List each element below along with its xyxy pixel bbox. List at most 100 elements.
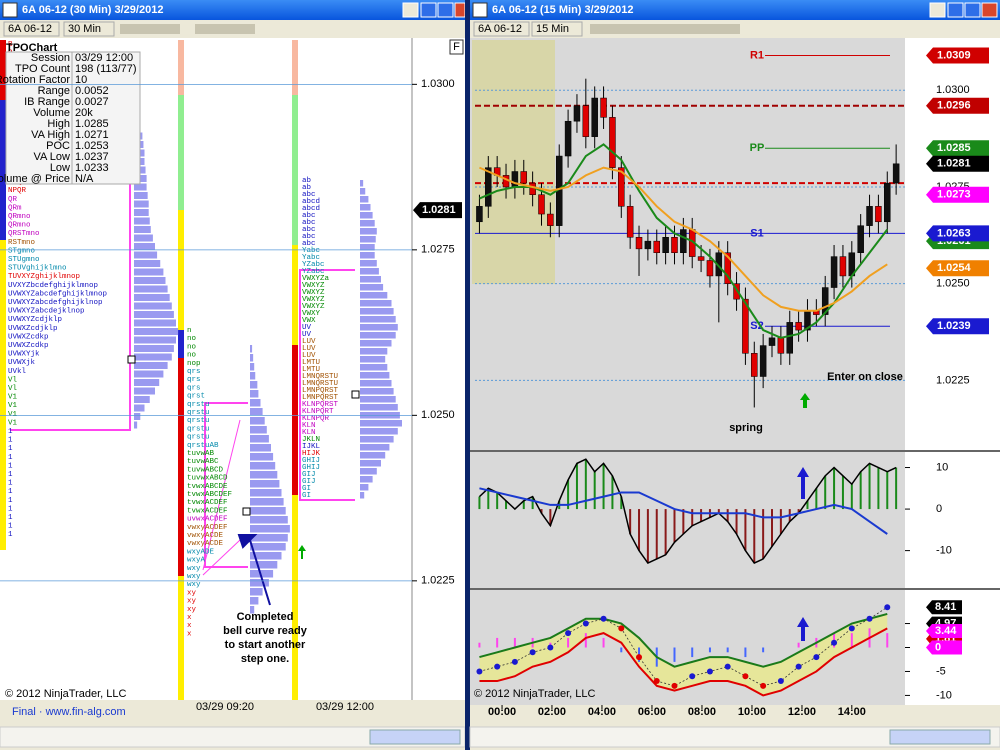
y-tick-label: 1.0250 — [421, 409, 455, 421]
candle-body — [706, 260, 714, 277]
tpo-row: KLNPQRT — [302, 408, 334, 416]
volume-bar — [250, 426, 267, 434]
minimize-button[interactable] — [420, 2, 437, 18]
candle-body — [680, 229, 687, 253]
momentum-dot — [494, 663, 501, 670]
stat-value: 198 (113/77) — [75, 63, 137, 75]
session-shade — [472, 40, 555, 284]
value-area — [204, 402, 248, 568]
bar-segment — [292, 245, 298, 345]
candle-body — [795, 322, 802, 331]
stat-value: 1.0237 — [75, 151, 109, 163]
volume-bar — [250, 345, 253, 353]
tpo-row: VWXY — [302, 310, 321, 318]
value-box — [926, 600, 962, 615]
volume-bar — [360, 452, 386, 459]
volume-bar — [360, 332, 396, 339]
scroll-thumb[interactable] — [889, 729, 991, 745]
tpo-row: 1 — [8, 531, 13, 539]
instrument-select[interactable] — [473, 21, 530, 37]
tpo-row: UVkl — [8, 368, 27, 376]
tpo-row: TUVXYZghijklmnop — [8, 273, 80, 281]
tpo-row: Yabc — [302, 247, 320, 255]
momentum-dot — [742, 673, 749, 680]
tpo-row: x — [187, 630, 192, 638]
volume-bar — [250, 525, 290, 533]
poc-marker — [127, 355, 136, 364]
minimize-button[interactable] — [947, 2, 964, 18]
volume-bar — [134, 243, 155, 250]
volume-bar — [360, 396, 396, 403]
tpo-row: UVWXYZabcdefghijklmnop — [8, 290, 107, 298]
volume-bar — [134, 413, 141, 420]
volume-bar — [360, 244, 375, 251]
maximize-button[interactable] — [437, 2, 454, 18]
volume-bar — [134, 226, 151, 233]
momentum-dot — [671, 682, 678, 689]
tpo-row: VWXYZ — [302, 282, 325, 290]
volume-bar — [250, 561, 278, 569]
bar-segment — [178, 40, 184, 95]
tpo-row: VWXYZa — [302, 275, 330, 283]
tpo-row: STUVghijklmno — [8, 265, 67, 273]
tpo-row: ab — [302, 184, 311, 192]
tpo-row: VWXYZ — [302, 296, 325, 304]
tpo-row: V1 — [8, 402, 18, 410]
window-title: 6A 06-12 (30 Min) 3/29/2012 — [22, 4, 163, 16]
value-box — [926, 640, 962, 655]
band-line — [479, 627, 888, 697]
maximize-button[interactable] — [964, 2, 981, 18]
value-area — [10, 180, 131, 431]
corner-button[interactable] — [449, 39, 464, 55]
volume-bar — [360, 364, 388, 371]
tpo-row: abc — [302, 219, 316, 227]
pivot-label: R1 — [750, 49, 764, 61]
tpo-row: QRmno — [8, 222, 31, 230]
candle-body — [866, 206, 873, 226]
volume-bar — [360, 356, 386, 363]
volume-bar — [250, 390, 259, 398]
volume-bar — [360, 468, 377, 475]
tpo-row: LMNPQRST — [302, 394, 339, 402]
close-button[interactable] — [981, 2, 998, 18]
band-line — [479, 612, 888, 668]
tpo-row: 1 — [8, 497, 13, 505]
momentum-dot — [618, 625, 625, 632]
window-title: 6A 06-12 (15 Min) 3/29/2012 — [492, 4, 633, 16]
volume-bar — [250, 435, 269, 443]
tpo-row: x — [187, 622, 192, 630]
interval-select[interactable] — [531, 21, 583, 37]
tpo-row: V1 — [8, 394, 18, 402]
volume-bar — [360, 180, 364, 187]
tpo-row: no — [187, 335, 197, 343]
volume-bar — [134, 268, 164, 276]
interval: 30 Min — [68, 23, 101, 35]
candle-body — [644, 240, 652, 250]
annotation: spring — [729, 422, 763, 434]
interval-select[interactable] — [63, 21, 115, 37]
candle-body — [618, 167, 625, 207]
scrollbar[interactable] — [469, 726, 1000, 748]
momentum-dot — [582, 620, 589, 627]
instrument-select[interactable] — [3, 21, 60, 37]
value-box-label: 3.44 — [935, 625, 957, 637]
tpo-row: UVWXYjk — [8, 351, 40, 359]
candle-body — [538, 194, 545, 215]
tpo-row: NPQR — [8, 187, 27, 195]
stat-label: Session — [31, 52, 70, 64]
tpo-row: nop — [187, 360, 201, 368]
momentum-dot — [529, 649, 536, 656]
tpo-row: 1 — [8, 480, 13, 488]
scroll-thumb[interactable] — [369, 729, 461, 745]
link-button[interactable] — [402, 2, 419, 18]
poc-marker — [351, 390, 360, 399]
link-button[interactable] — [929, 2, 946, 18]
tpo-row: 1 — [8, 428, 13, 436]
volume-bar — [360, 204, 371, 211]
instrument: 6A 06-12 — [8, 23, 52, 35]
close-button[interactable] — [454, 2, 466, 18]
tpo-row: qrstu — [187, 425, 210, 433]
pivot-label: S1 — [750, 227, 763, 239]
tpo-row: JKLN — [302, 436, 320, 444]
